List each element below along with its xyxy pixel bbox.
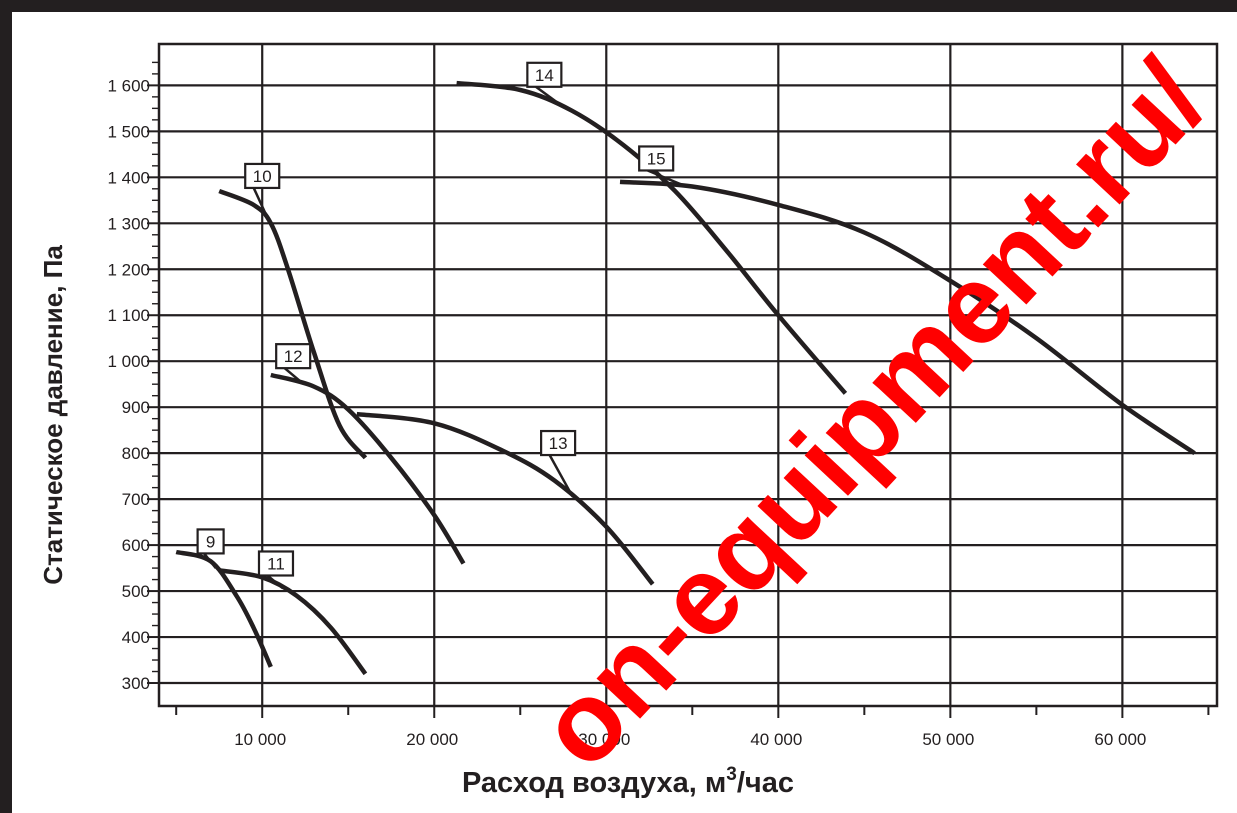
tick-marks <box>147 61 1210 718</box>
y-tick-label-0: 300 <box>122 674 150 693</box>
leader-11 <box>266 574 284 590</box>
curve-label-box-12 <box>275 343 312 370</box>
x-axis-title-superscript: 3 <box>726 764 737 785</box>
y-tick-label-2: 500 <box>122 582 150 601</box>
x-axis-title-main: Расход воздуха, м <box>462 767 726 799</box>
curve-12 <box>270 372 466 565</box>
curve-label-box-9 <box>196 528 225 555</box>
curve-label-15: 15 <box>647 149 666 168</box>
curve-11 <box>218 568 368 676</box>
curve-label-box-13 <box>540 429 577 457</box>
y-tick-label-3: 600 <box>122 536 150 555</box>
y-tick-label-7: 1 000 <box>107 352 150 371</box>
leader-13 <box>548 454 574 498</box>
curve-label-box-14 <box>526 61 563 88</box>
x-tick-label-1: 20 000 <box>406 730 458 749</box>
y-tick-label-12: 1 500 <box>107 122 150 141</box>
x-axis-title: Расход воздуха, м3/час <box>462 764 794 799</box>
tick-labels: 10 000 20 000 30 000 40 000 50 000 60 000 300 4… <box>107 76 1146 749</box>
y-tick-label-11: 1 400 <box>107 168 150 187</box>
curve-label-box-15 <box>638 145 675 172</box>
x-tick-label-5: 60 000 <box>1094 730 1146 749</box>
curve-label-box-10 <box>244 162 281 190</box>
x-axis-title-tail: /час <box>737 767 794 799</box>
leader-14 <box>535 85 565 109</box>
series-curves <box>175 80 1196 676</box>
y-axis-title: Статическое давление, Па <box>38 245 68 585</box>
grid-lines <box>159 44 1217 706</box>
leader-12 <box>283 367 304 385</box>
curve-label-13: 13 <box>549 434 568 453</box>
curve-label-9: 9 <box>206 532 215 551</box>
curve-label-10: 10 <box>253 167 272 186</box>
label-leaders <box>203 85 686 590</box>
y-tick-label-5: 800 <box>122 444 150 463</box>
y-tick-label-1: 400 <box>122 628 150 647</box>
curve-15 <box>619 179 1196 456</box>
curve-10 <box>218 188 368 460</box>
curve-label-14: 14 <box>535 66 554 85</box>
curve-labels: 9 10 11 12 13 14 15 <box>196 61 675 577</box>
curve-label-12: 12 <box>284 347 303 366</box>
x-tick-label-0: 10 000 <box>234 730 286 749</box>
y-tick-label-4: 700 <box>122 490 150 509</box>
leader-10 <box>252 187 271 222</box>
y-tick-label-10: 1 300 <box>107 214 150 233</box>
plot-area-border <box>157 42 1219 708</box>
x-tick-label-2: 30 000 <box>578 730 630 749</box>
curve-14 <box>456 80 848 395</box>
curve-9 <box>175 549 273 668</box>
x-tick-label-3: 40 000 <box>750 730 802 749</box>
curve-label-11: 11 <box>267 554 285 573</box>
curve-13 <box>356 411 655 586</box>
x-tick-label-4: 50 000 <box>922 730 974 749</box>
curve-label-box-11 <box>257 550 295 577</box>
y-tick-label-8: 1 100 <box>107 306 150 325</box>
leader-9 <box>203 552 217 569</box>
y-tick-label-6: 900 <box>122 398 150 417</box>
leader-15 <box>647 169 686 188</box>
y-tick-label-9: 1 200 <box>107 260 150 279</box>
y-tick-label-13: 1 600 <box>107 76 150 95</box>
